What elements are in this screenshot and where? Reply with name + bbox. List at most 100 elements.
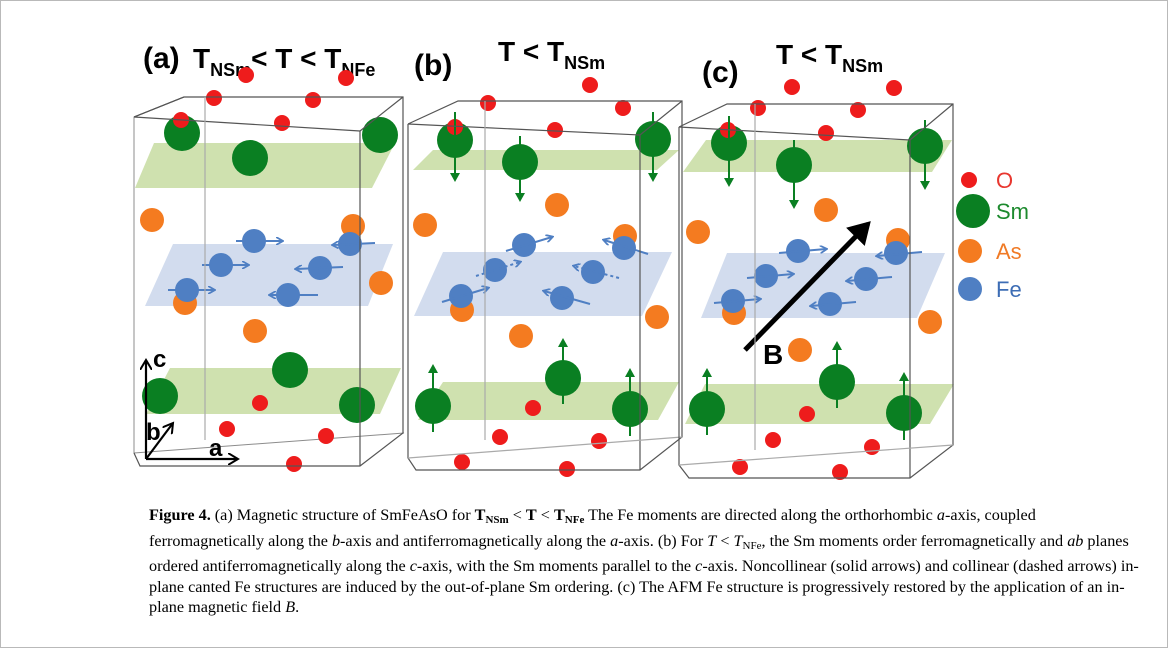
axes-indicator [146,360,238,459]
sm-plane [683,140,952,172]
legend-fe-label: Fe [996,277,1022,302]
panel-c-title: (c) T < TNSm [702,39,883,89]
as-atom [341,214,365,238]
legend-fe-swatch [958,277,982,301]
axis-b-label: b [146,419,161,446]
o-atom [591,433,607,449]
o-atom [850,102,866,118]
panel-a: c b a [133,67,405,472]
sm-atom [142,378,178,414]
panel-a-box-front [133,96,404,467]
panel-b-sub: NSm [564,53,605,73]
panel-b [407,77,683,477]
o-atom [559,461,575,477]
panel-a-T2: T [324,43,341,74]
sm-moment-arrows [428,338,635,436]
legend-sm-swatch [956,194,990,228]
o-atom [219,421,235,437]
legend-as-swatch [958,239,982,263]
o-atom [238,67,254,83]
o-atom [454,454,470,470]
o-atom [252,395,268,411]
o-atom [832,464,848,480]
panel-a-mid: < T < [251,43,324,74]
o-atom [732,459,748,475]
fe-atom [550,286,574,310]
panel-b-T: T [547,36,564,67]
sm-moment-arrows [702,341,909,440]
field-label: B [763,339,783,370]
fe-atom [884,241,908,265]
sm-plane [413,150,679,170]
o-atom [525,400,541,416]
panel-b-title: (b) T < TNSm [414,36,605,82]
panel-a-letter: (a) [143,42,180,75]
o-atom [480,95,496,111]
as-atom [545,193,569,217]
o-atom [338,70,354,86]
sm-plane [146,368,401,414]
sm-atom [272,352,308,388]
o-atom [799,406,815,422]
o-atom [750,100,766,116]
o-atom [305,92,321,108]
legend-o-label: O [996,168,1013,193]
panel-a-box-back [133,117,405,454]
panel-c-sub: NSm [842,56,883,76]
sm-atom [164,115,200,151]
o-atom [765,432,781,448]
panel-b-letter: (b) [414,49,452,82]
magnetic-field-arrow [743,221,871,352]
as-atom [243,319,267,343]
axis-a-label: a [209,435,223,462]
sm-atom [339,387,375,423]
o-atom [318,428,334,444]
sm-atom [232,140,268,176]
svg-text:T < TNSm: T < TNSm [776,39,883,76]
as-atom [814,198,838,222]
legend-o-swatch [961,172,977,188]
crystal-structure-figure: (a) TNSm< T < TNFe (b) T < TNSm (c) T < … [133,36,1029,480]
sm-moment-arrows [724,116,930,209]
fe-moment-arrows [713,249,923,306]
legend-sm-label: Sm [996,199,1029,224]
as-atom [788,338,812,362]
panel-c-box [678,103,954,479]
o-atom [784,79,800,95]
as-atom [369,271,393,295]
o-atom [286,456,302,472]
sm-moment-arrows [450,112,658,202]
as-atom [686,220,710,244]
fe-plane [414,252,672,316]
fe-moment-arrows [441,237,649,305]
panel-c: B [678,79,954,480]
panel-b-pre: T < [498,36,547,67]
panel-c-T: T [825,39,842,70]
figure-caption: Figure 4. (a) Magnetic structure of SmFe… [149,506,1139,616]
o-atom [274,115,290,131]
o-atom [582,77,598,93]
caption-label: Figure 4. [149,506,211,524]
fe-moment-arrows [168,241,376,295]
o-atom [492,429,508,445]
panel-b-box [407,100,683,471]
sm-atom [362,117,398,153]
panel-c-letter: (c) [702,56,739,89]
as-atom [413,213,437,237]
as-atom [918,310,942,334]
panel-a-T: T [193,43,210,74]
legend: O Sm As Fe [956,168,1029,302]
o-atom [818,125,834,141]
o-atom [886,80,902,96]
o-atom [206,90,222,106]
svg-text:T < TNSm: T < TNSm [498,36,605,73]
o-atom [615,100,631,116]
panel-c-pre: T < [776,39,825,70]
fe-atom [612,236,636,260]
as-atom [509,324,533,348]
as-atom [645,305,669,329]
legend-as-label: As [996,239,1022,264]
o-atom [547,122,563,138]
axis-c-label: c [153,346,166,373]
as-atom [140,208,164,232]
